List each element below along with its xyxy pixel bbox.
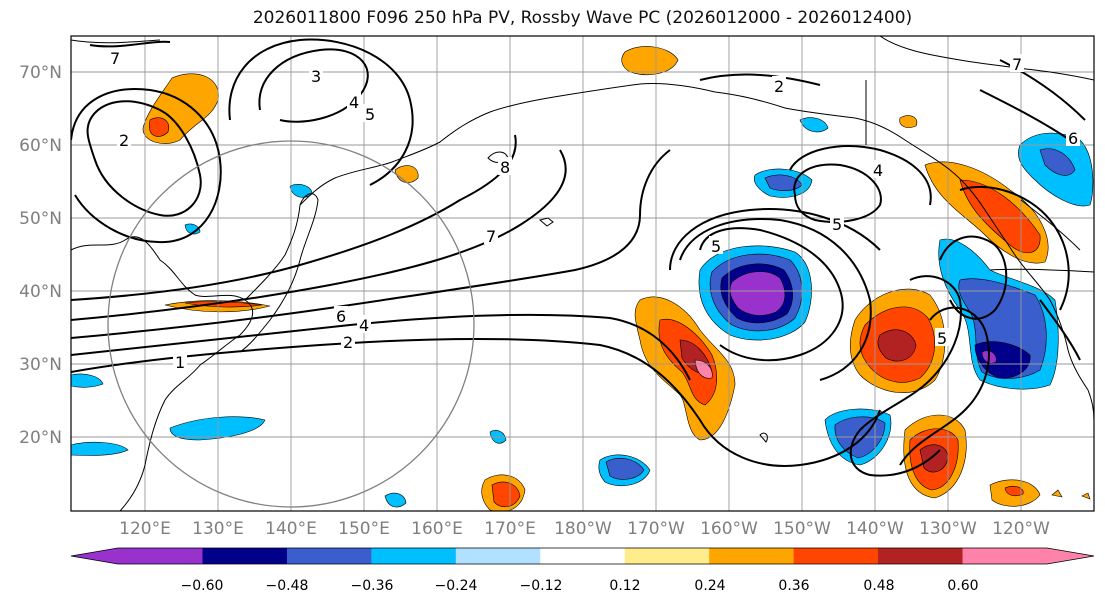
contour-label: 5 (832, 215, 842, 234)
contour-label: 2 (774, 77, 784, 96)
graticule (71, 36, 1094, 511)
lon-label: 150°W (773, 519, 831, 539)
lon-label: 170°E (484, 519, 536, 539)
lon-label: 140°W (846, 519, 904, 539)
colorbar-segment (962, 548, 1048, 564)
colorbar-tick: 0.12 (609, 578, 640, 594)
contour-label: 8 (500, 158, 510, 177)
colorbar-segment (878, 548, 964, 564)
longitude-labels: 120°E 130°E 140°E 150°E 160°E 170°E 180°… (119, 519, 1050, 539)
lon-label: 160°E (411, 519, 463, 539)
colorbar-extend-min (71, 548, 118, 564)
pv-anomaly-shading (71, 46, 1094, 511)
positive-anomaly-alaska-north (621, 46, 679, 75)
colorbar (70, 547, 1095, 565)
colorbar-outline (70, 547, 1095, 565)
colorbar-tick: 0.36 (778, 578, 809, 594)
contour-label: 1 (175, 353, 185, 372)
colorbar-segment (118, 548, 203, 564)
contour-labels: 1 2 4 6 7 7 3 4 5 5 2 4 5 8 6 2 5 7 (108, 48, 1080, 372)
colorbar-tick: 0.24 (694, 578, 725, 594)
colorbar-segment (793, 548, 879, 564)
contour-label: 5 (711, 237, 721, 256)
contour-label: 4 (349, 93, 359, 112)
colorbar-tick: 0.48 (863, 578, 894, 594)
colorbar-segment (709, 548, 795, 564)
colorbar-tick: −0.12 (520, 578, 563, 594)
colorbar-tick: −0.24 (435, 578, 478, 594)
contour-label: 4 (359, 316, 369, 335)
contour-label: 2 (119, 131, 129, 150)
colorbar-segment (202, 548, 288, 564)
colorbar-tick: −0.48 (266, 578, 309, 594)
contour-label: 4 (873, 161, 883, 180)
lon-label: 130°E (192, 519, 244, 539)
plot-title: 2026011800 F096 250 hPa PV, Rossby Wave … (252, 8, 913, 28)
contour-label: 7 (110, 49, 120, 68)
map-frame (70, 35, 1095, 512)
contour-label: 2 (343, 333, 353, 352)
contour-label: 7 (486, 227, 496, 246)
lon-label: 170°W (627, 519, 685, 539)
colorbar-extend-max (1047, 548, 1094, 564)
lat-label: 60°N (19, 136, 62, 156)
lat-label: 20°N (19, 428, 62, 448)
latitude-labels: 70°N 60°N 50°N 40°N 30°N 20°N (19, 63, 62, 448)
lon-label: 120°W (992, 519, 1050, 539)
lon-label: 160°W (700, 519, 758, 539)
colorbar-segment (540, 548, 626, 564)
lon-label: 130°W (919, 519, 977, 539)
lon-label: 140°E (265, 519, 317, 539)
contour-label: 6 (336, 307, 346, 326)
colorbar-segment (624, 548, 710, 564)
contour-label: 7 (1012, 55, 1022, 74)
contour-label: 3 (311, 67, 321, 86)
pv-contours (71, 38, 1086, 477)
colorbar-tick: −0.36 (351, 578, 394, 594)
colorbar-segment (286, 548, 372, 564)
lat-label: 40°N (19, 282, 62, 302)
colorbar-tick-labels: −0.60 −0.48 −0.36 −0.24 −0.12 0.12 0.24 … (181, 578, 979, 594)
lon-label: 180°W (554, 519, 612, 539)
contour-label: 5 (937, 329, 947, 348)
colorbar-tick: 0.60 (947, 578, 978, 594)
lon-label: 120°E (119, 519, 171, 539)
region-circle (107, 140, 475, 508)
colorbar-segment (371, 548, 457, 564)
contour-label: 5 (365, 105, 375, 124)
lat-label: 30°N (19, 355, 62, 375)
lat-label: 50°N (19, 209, 62, 229)
colorbar-tick: −0.60 (181, 578, 224, 594)
contour-label: 6 (1068, 129, 1078, 148)
colorbar-segment (455, 548, 541, 564)
lon-label: 150°E (338, 519, 390, 539)
lat-label: 70°N (19, 63, 62, 83)
